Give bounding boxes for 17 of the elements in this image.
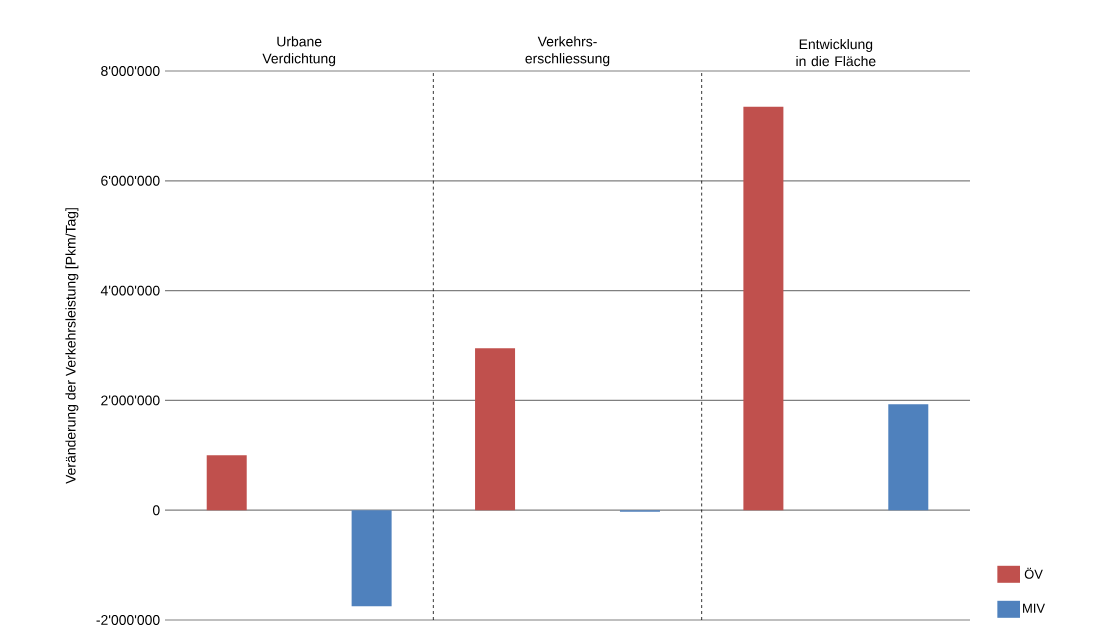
y-tick-label: 4'000'000 xyxy=(100,285,160,296)
x-tick-label: Verkehrs-erschliessung xyxy=(525,36,610,67)
x-tick-label: Entwicklung in die Fläche xyxy=(796,38,876,67)
legend-label: ÖV xyxy=(1024,567,1043,579)
y-tick-label: 8'000'000 xyxy=(101,66,160,76)
x-tick-label: Urbane Verdichtung xyxy=(262,36,336,67)
y-tick-label: 6'000'000 xyxy=(101,175,160,186)
bar xyxy=(888,404,929,511)
bar xyxy=(351,510,392,607)
y-tick-label: -2'000'000 xyxy=(96,615,160,625)
y-tick-label: 2'000'000 xyxy=(101,395,160,406)
bar xyxy=(206,455,247,511)
legend-label: MIV xyxy=(1023,603,1045,613)
y-axis-title: Veränderung der Verkehrsleistung [Pkm/Tag] xyxy=(65,208,79,484)
bar xyxy=(475,348,516,511)
bar xyxy=(743,106,784,511)
y-tick-label: 0 xyxy=(152,505,160,516)
